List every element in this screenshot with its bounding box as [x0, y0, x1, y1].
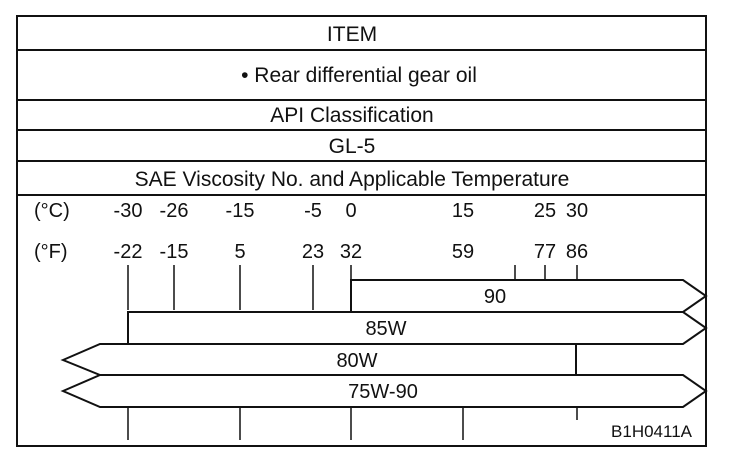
grade-bar-75w-90: [60, 374, 708, 408]
grade-label-85w: 85W: [365, 318, 406, 340]
item-header: ITEM: [327, 23, 377, 46]
api-header: API Classification: [270, 104, 433, 127]
celsius-tick-label: -15: [226, 200, 255, 222]
figure-id: B1H0411A: [611, 422, 693, 441]
grade-bar-85w: [127, 311, 708, 345]
grade-bar-80w: [60, 343, 577, 376]
celsius-label: (°C): [34, 200, 70, 222]
fahrenheit-tick-labels: -22 -15 5 23 32 59 77 86: [114, 241, 589, 263]
celsius-tick-label: 15: [452, 200, 474, 222]
fahrenheit-tick-label: -15: [160, 241, 189, 263]
table-frame: [16, 15, 707, 447]
fahrenheit-tick-label: 5: [234, 241, 245, 263]
reference-lines: [127, 265, 578, 440]
fahrenheit-tick-label: 86: [566, 241, 588, 263]
fahrenheit-tick-label: 59: [452, 241, 474, 263]
celsius-tick-label: 30: [566, 200, 588, 222]
grade-label-75w-90: 75W-90: [348, 381, 418, 403]
celsius-tick-label: -30: [114, 200, 143, 222]
celsius-tick-labels: -30 -26 -15 -5 0 15 25 30: [114, 200, 589, 222]
fahrenheit-tick-label: 23: [302, 241, 324, 263]
grade-label-90: 90: [484, 286, 506, 308]
fahrenheit-tick-label: 77: [534, 241, 556, 263]
api-value: GL-5: [329, 135, 376, 158]
grade-label-80w: 80W: [336, 350, 377, 372]
celsius-tick-label: -26: [160, 200, 189, 222]
fahrenheit-tick-label: -22: [114, 241, 143, 263]
fahrenheit-tick-label: 32: [340, 241, 362, 263]
grade-bars: [60, 279, 708, 408]
celsius-tick-label: 25: [534, 200, 556, 222]
celsius-tick-label: -5: [304, 200, 322, 222]
celsius-tick-label: 0: [345, 200, 356, 222]
grade-bar-90: [350, 279, 708, 313]
sae-header: SAE Viscosity No. and Applicable Tempera…: [135, 168, 570, 191]
item-value: • Rear differential gear oil: [241, 64, 477, 87]
fahrenheit-label: (°F): [34, 241, 68, 263]
